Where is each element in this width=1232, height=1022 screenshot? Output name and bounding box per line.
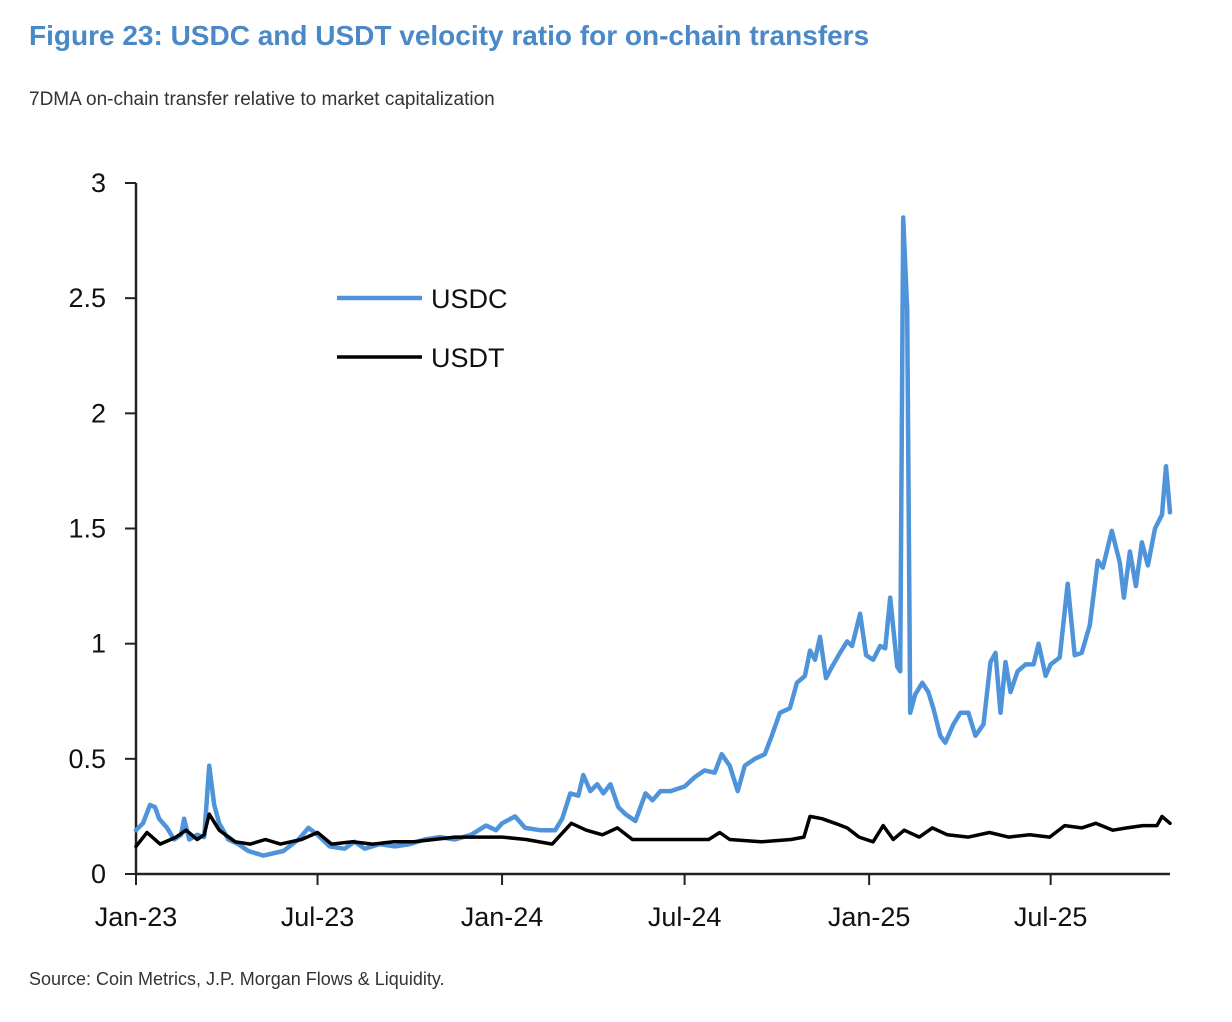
x-tick-label: Jul-24 xyxy=(648,902,722,932)
figure-subtitle: 7DMA on-chain transfer relative to marke… xyxy=(29,89,495,110)
legend-label-usdc: USDC xyxy=(431,284,508,314)
series-lines xyxy=(133,215,1173,858)
x-tick-label: Jan-24 xyxy=(461,902,544,932)
y-tick-label: 0.5 xyxy=(68,744,106,774)
x-tick-label: Jul-25 xyxy=(1014,902,1088,932)
x-tick-label: Jan-25 xyxy=(828,902,911,932)
figure-title: Figure 23: USDC and USDT velocity ratio … xyxy=(29,20,870,51)
x-tick-label: Jul-23 xyxy=(281,902,355,932)
series-line-usdt xyxy=(134,812,1172,849)
y-tick-label: 1 xyxy=(91,629,106,659)
axes: 0 0.5 1 1.5 2 2.5 3 Jan-23 Jul-23 Jan-24 Jul-24 Jan… xyxy=(68,168,1170,932)
y-tick-label: 2 xyxy=(91,398,106,428)
legend: USDC USDT xyxy=(337,284,508,373)
y-tick-label: 0 xyxy=(91,859,106,889)
y-tick-label: 2.5 xyxy=(68,283,106,313)
series-line-usdc xyxy=(133,215,1173,858)
legend-label-usdt: USDT xyxy=(431,343,505,373)
y-tick-label: 3 xyxy=(91,168,106,198)
source-note: Source: Coin Metrics, J.P. Morgan Flows … xyxy=(29,969,445,989)
x-tick-label: Jan-23 xyxy=(95,902,178,932)
y-tick-label: 1.5 xyxy=(68,514,106,544)
